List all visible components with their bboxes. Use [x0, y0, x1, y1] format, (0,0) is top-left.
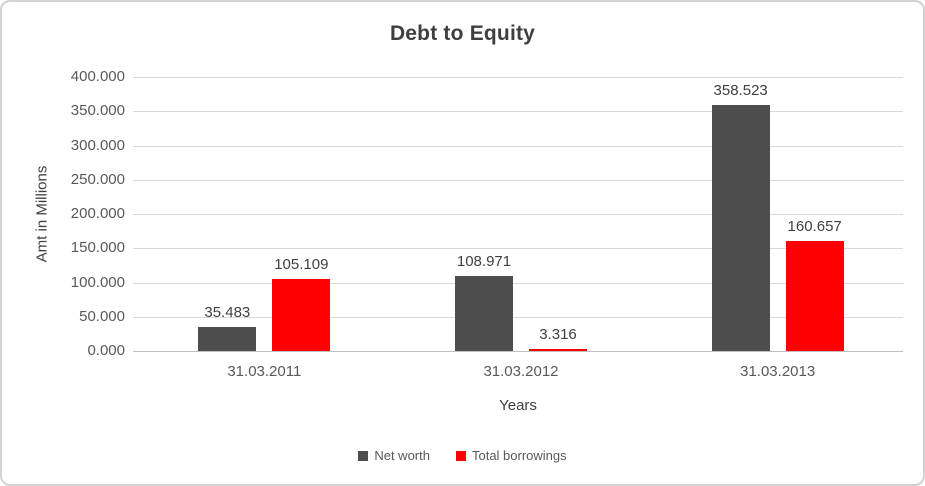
legend-item-total-borrowings: Total borrowings [455, 448, 567, 463]
data-label: 108.971 [456, 253, 512, 271]
y-tick-label: 150.000 [70, 239, 125, 257]
legend-item-net-worth: Net worth [358, 448, 430, 463]
gridline [133, 248, 903, 250]
gridline [133, 282, 903, 284]
x-category-label: 31.03.2011 [227, 363, 302, 380]
gridline [133, 316, 903, 318]
legend-marker-icon [455, 450, 466, 461]
data-label: 35.483 [204, 303, 251, 321]
gridline [133, 77, 903, 78]
legend-marker-icon [358, 450, 369, 461]
y-tick-label: 0.000 [87, 342, 125, 359]
y-tick-label: 300.000 [70, 136, 125, 154]
y-tick-label: 350.000 [70, 102, 125, 120]
y-tick-label: 50.000 [79, 307, 125, 325]
x-axis-line [133, 351, 903, 352]
legend-label: Total borrowings [471, 448, 567, 463]
gridline [133, 179, 903, 181]
bar-net-worth [198, 326, 257, 351]
data-label: 160.657 [787, 217, 842, 235]
legend-label: Net worth [374, 448, 430, 463]
y-tick-label: 400.000 [70, 68, 125, 85]
bar-net-worth [455, 276, 513, 351]
y-tick-label: 250.000 [70, 170, 125, 188]
bar-total-borrowings [529, 348, 587, 351]
gridline [133, 145, 903, 147]
x-category-label: 31.03.2013 [740, 363, 816, 380]
bar-net-worth [711, 105, 770, 351]
data-label: 358.523 [713, 82, 768, 100]
gridline [133, 111, 903, 113]
y-tick-label: 200.000 [70, 205, 125, 222]
bar-total-borrowings [785, 240, 844, 351]
data-label: 3.316 [539, 325, 577, 343]
legend: Net worth Total borrowings [2, 448, 923, 463]
x-category-label: 31.03.2012 [483, 363, 559, 380]
x-axis-title: Years [499, 397, 537, 414]
bar-total-borrowings [272, 279, 331, 351]
chart-title: Debt to Equity [389, 22, 536, 45]
data-label: 105.109 [274, 256, 329, 273]
y-tick-label: 100.000 [70, 273, 125, 291]
gridline [133, 214, 903, 215]
